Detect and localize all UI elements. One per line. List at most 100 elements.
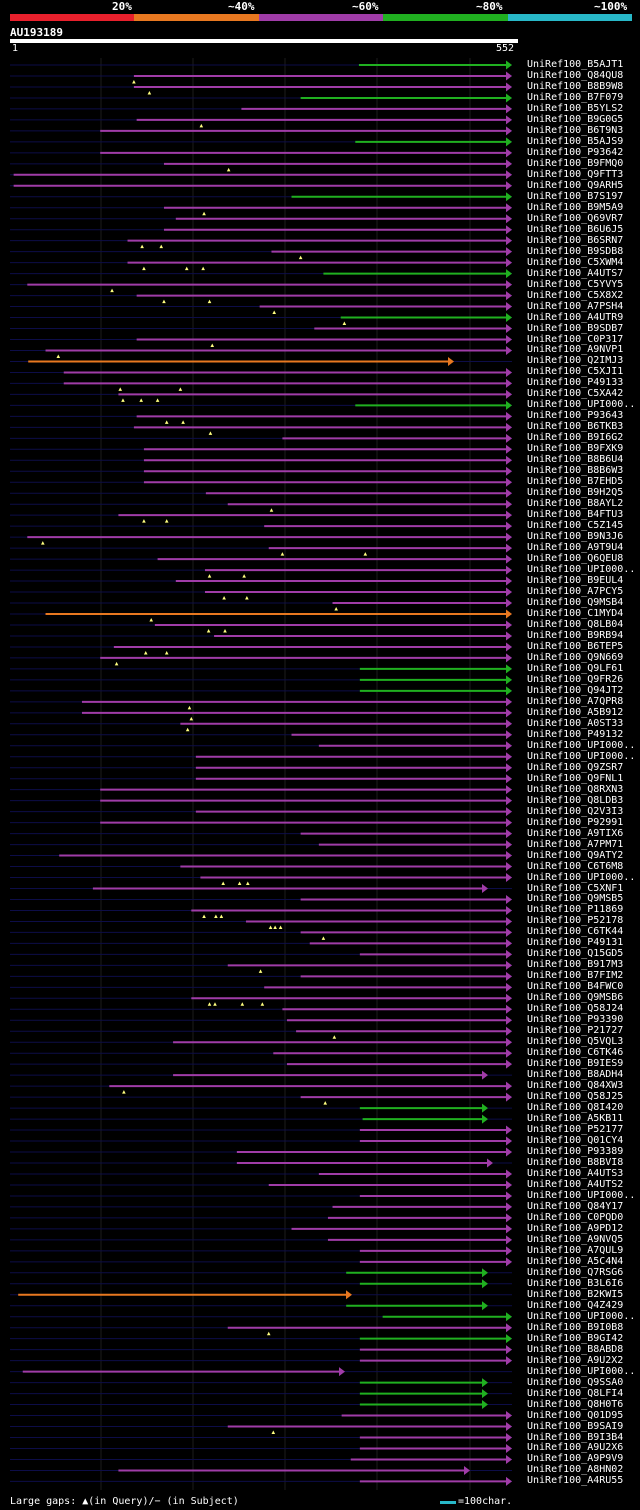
hit-label[interactable]: UniRef100_P93390 [527, 1014, 624, 1026]
hit-label[interactable]: UniRef100_B7F079 [527, 91, 624, 103]
hit-label[interactable]: UniRef100_A9PD12 [527, 1222, 624, 1234]
hit-label[interactable]: UniRef100_P11869 [527, 904, 624, 916]
hit-label[interactable]: UniRef100_B9FXK9 [527, 443, 624, 455]
hit-label[interactable]: UniRef100_B9M5A9 [527, 201, 624, 213]
hit-label[interactable]: UniRef100_B9SDB7 [527, 322, 624, 334]
hit-label[interactable]: UniRef100_Q84Y17 [527, 1200, 624, 1212]
hit-label[interactable]: UniRef100_B9GI42 [527, 1332, 624, 1344]
hit-label[interactable]: UniRef100_Q58J25 [527, 1091, 624, 1103]
hit-label[interactable]: UniRef100_Q5VQL3 [527, 1036, 624, 1048]
hit-label[interactable]: UniRef100_B9FMQ0 [527, 157, 624, 169]
hit-label[interactable]: UniRef100_A7PM71 [527, 838, 624, 850]
hit-label[interactable]: UniRef100_Q8H0T6 [527, 1398, 624, 1410]
hit-label[interactable]: UniRef100_B4FTU3 [527, 509, 624, 521]
hit-label[interactable]: UniRef100_B6TKB3 [527, 421, 624, 433]
hit-label[interactable]: UniRef100_B9G0G5 [527, 113, 624, 125]
hit-label[interactable]: UniRef100_B5YLS2 [527, 102, 624, 114]
hit-label[interactable]: UniRef100_B6SRN7 [527, 234, 624, 246]
hit-label[interactable]: UniRef100_B9RB94 [527, 629, 624, 641]
hit-label[interactable]: UniRef100_A4UTS3 [527, 1167, 624, 1179]
hit-label[interactable]: UniRef100_A7PCY5 [527, 586, 624, 598]
hit-label[interactable]: UniRef100_B7EHD5 [527, 476, 624, 488]
hit-label[interactable]: UniRef100_A9NVQ5 [527, 1233, 624, 1245]
hit-label[interactable]: UniRef100_Q01D95 [527, 1409, 624, 1421]
hit-label[interactable]: UniRef100_UPI000.. [527, 750, 636, 762]
hit-label[interactable]: UniRef100_C6TK44 [527, 926, 624, 938]
hit-label[interactable]: UniRef100_C0PQD0 [527, 1211, 624, 1223]
hit-label[interactable]: UniRef100_C5XA42 [527, 388, 624, 400]
hit-label[interactable]: UniRef100_Q8LFI4 [527, 1387, 624, 1399]
hit-label[interactable]: UniRef100_B9N3J6 [527, 531, 624, 543]
hit-label[interactable]: UniRef100_C1MYD4 [527, 608, 624, 619]
hit-label[interactable]: UniRef100_A9U2X2 [527, 1354, 624, 1366]
hit-label[interactable]: UniRef100_B9IES9 [527, 1058, 624, 1070]
hit-label[interactable]: UniRef100_B8BVI8 [527, 1157, 624, 1168]
hit-label[interactable]: UniRef100_A9P9V9 [527, 1453, 624, 1465]
hit-label[interactable]: UniRef100_Q9ZSR7 [527, 761, 624, 773]
hit-label[interactable]: UniRef100_Q84QU8 [527, 69, 624, 81]
hit-label[interactable]: UniRef100_P52178 [527, 915, 624, 927]
hit-label[interactable]: UniRef100_B9SDB8 [527, 245, 624, 257]
hit-label[interactable]: UniRef100_A9U2X6 [527, 1442, 624, 1454]
hit-label[interactable]: UniRef100_UPI000.. [527, 871, 636, 883]
hit-label[interactable]: UniRef100_B3L6I6 [527, 1277, 624, 1289]
hit-label[interactable]: UniRef100_B8ABD8 [527, 1343, 624, 1355]
hit-label[interactable]: UniRef100_Q2IMJ3 [527, 355, 624, 367]
hit-label[interactable]: UniRef100_UPI000.. [527, 399, 636, 411]
hit-label[interactable]: UniRef100_P49131 [527, 937, 624, 949]
hit-label[interactable]: UniRef100_Q9N669 [527, 651, 624, 663]
hit-label[interactable]: UniRef100_B9I6G2 [527, 432, 624, 444]
hit-label[interactable]: UniRef100_Q2V3I3 [527, 805, 624, 817]
hit-label[interactable]: UniRef100_A9TIX6 [527, 827, 624, 839]
hit-label[interactable]: UniRef100_Q9MSB5 [527, 893, 624, 905]
hit-label[interactable]: UniRef100_Q4Z429 [527, 1299, 624, 1311]
hit-label[interactable]: UniRef100_B9SAI9 [527, 1420, 624, 1432]
hit-label[interactable]: UniRef100_C6TK46 [527, 1047, 624, 1059]
hit-label[interactable]: UniRef100_P93643 [527, 410, 624, 422]
hit-label[interactable]: UniRef100_P52177 [527, 1124, 624, 1136]
hit-label[interactable]: UniRef100_A5C4N4 [527, 1255, 624, 1267]
hit-label[interactable]: UniRef100_Q15GD5 [527, 948, 624, 960]
hit-label[interactable]: UniRef100_Q9LF61 [527, 662, 624, 674]
hit-label[interactable]: UniRef100_C5X8X2 [527, 289, 624, 301]
hit-label[interactable]: UniRef100_B9I0B8 [527, 1321, 624, 1333]
hit-label[interactable]: UniRef100_A9T9U4 [527, 542, 624, 554]
hit-label[interactable]: UniRef100_B917M3 [527, 959, 624, 971]
hit-label[interactable]: UniRef100_Q9MSB4 [527, 597, 624, 609]
hit-label[interactable]: UniRef100_Q69VR7 [527, 212, 624, 224]
hit-label[interactable]: UniRef100_Q8LB04 [527, 618, 624, 630]
hit-label[interactable]: UniRef100_B7FIM2 [527, 970, 624, 982]
hit-label[interactable]: UniRef100_Q8RXN3 [527, 783, 624, 795]
hit-label[interactable]: UniRef100_Q84XW3 [527, 1080, 624, 1092]
hit-label[interactable]: UniRef100_P49133 [527, 377, 624, 389]
hit-label[interactable]: UniRef100_Q58J24 [527, 1003, 624, 1015]
hit-label[interactable]: UniRef100_A5B912 [527, 706, 624, 718]
hit-label[interactable]: UniRef100_P21727 [527, 1025, 624, 1037]
hit-label[interactable]: UniRef100_B4FWC0 [527, 981, 624, 993]
hit-label[interactable]: UniRef100_UPI000.. [527, 1189, 636, 1201]
hit-label[interactable]: UniRef100_Q9SSA0 [527, 1376, 624, 1388]
hit-label[interactable]: UniRef100_P93642 [527, 146, 624, 158]
hit-label[interactable]: UniRef100_B8B6W3 [527, 465, 624, 477]
hit-label[interactable]: UniRef100_B9EUL4 [527, 575, 624, 587]
hit-label[interactable]: UniRef100_A5KB11 [527, 1113, 624, 1125]
hit-label[interactable]: UniRef100_C5Z145 [527, 520, 624, 532]
hit-label[interactable]: UniRef100_B7S197 [527, 190, 624, 202]
hit-label[interactable]: UniRef100_UPI000.. [527, 1365, 636, 1377]
hit-label[interactable]: UniRef100_UPI000.. [527, 1310, 636, 1322]
hit-label[interactable]: UniRef100_Q9FNL1 [527, 772, 624, 784]
hit-label[interactable]: UniRef100_B5AJT1 [527, 59, 624, 70]
hit-label[interactable]: UniRef100_A7QUL9 [527, 1244, 624, 1256]
hit-label[interactable]: UniRef100_A0ST33 [527, 717, 624, 729]
hit-label[interactable]: UniRef100_B8B6U4 [527, 454, 624, 466]
hit-label[interactable]: UniRef100_Q9ATY2 [527, 849, 624, 861]
hit-label[interactable]: UniRef100_A4RU55 [527, 1475, 624, 1487]
hit-label[interactable]: UniRef100_A4UTR9 [527, 311, 624, 323]
hit-label[interactable]: UniRef100_C5XNF1 [527, 882, 624, 894]
hit-label[interactable]: UniRef100_C5XWM4 [527, 256, 624, 268]
hit-label[interactable]: UniRef100_B6U6J5 [527, 223, 624, 235]
hit-label[interactable]: UniRef100_B9I3B4 [527, 1431, 624, 1443]
hit-label[interactable]: UniRef100_B6TEP5 [527, 640, 624, 652]
hit-label[interactable]: UniRef100_B8B9W8 [527, 80, 624, 92]
hit-label[interactable]: UniRef100_UPI000.. [527, 739, 636, 751]
